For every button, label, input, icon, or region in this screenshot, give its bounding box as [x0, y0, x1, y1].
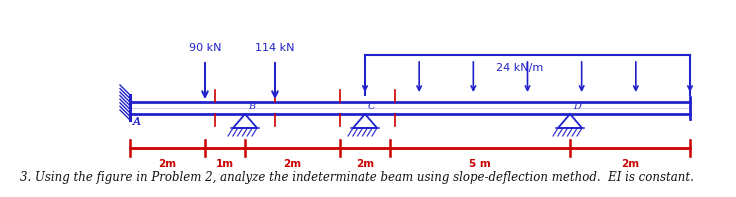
Text: 2m: 2m: [621, 159, 639, 169]
Text: 2m: 2m: [283, 159, 302, 169]
Text: 90 kN: 90 kN: [188, 43, 222, 53]
Text: 5 m: 5 m: [469, 159, 491, 169]
Text: A: A: [133, 117, 141, 127]
Text: B: B: [248, 102, 255, 111]
Text: C: C: [368, 102, 375, 111]
Text: 1m: 1m: [216, 159, 234, 169]
Text: 2m: 2m: [356, 159, 374, 169]
Text: 114 kN: 114 kN: [255, 43, 294, 53]
Text: 24 kN/m: 24 kN/m: [496, 63, 544, 73]
Text: A: A: [133, 117, 141, 127]
Text: 3. Using the figure in Problem 2, analyze the indeterminate beam using slope-def: 3. Using the figure in Problem 2, analyz…: [20, 172, 694, 185]
Text: D: D: [573, 102, 581, 111]
Text: 2m: 2m: [158, 159, 177, 169]
